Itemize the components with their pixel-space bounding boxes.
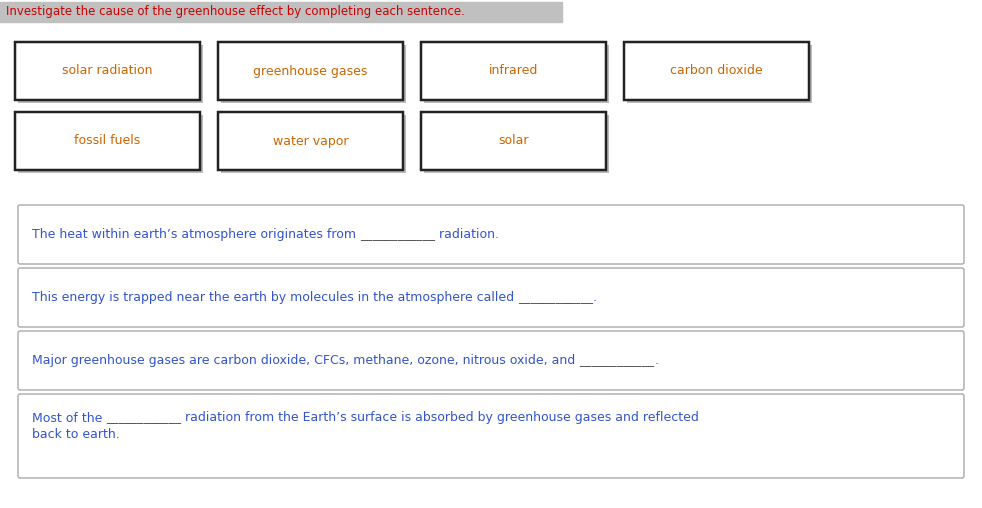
Text: Most of the: Most of the (32, 411, 106, 425)
Text: solar: solar (498, 135, 528, 147)
Text: radiation from the Earth’s surface is absorbed by greenhouse gases and reflected: radiation from the Earth’s surface is ab… (182, 411, 699, 425)
FancyBboxPatch shape (627, 45, 812, 103)
FancyBboxPatch shape (18, 45, 203, 103)
Text: solar radiation: solar radiation (62, 65, 153, 78)
Text: .: . (593, 291, 597, 304)
Text: infrared: infrared (489, 65, 538, 78)
FancyBboxPatch shape (18, 115, 203, 173)
Text: back to earth.: back to earth. (32, 428, 120, 440)
FancyBboxPatch shape (421, 42, 606, 100)
FancyBboxPatch shape (18, 205, 964, 264)
Text: ____________: ____________ (579, 354, 654, 367)
FancyBboxPatch shape (624, 42, 809, 100)
FancyBboxPatch shape (15, 112, 200, 170)
Text: greenhouse gases: greenhouse gases (253, 65, 367, 78)
FancyBboxPatch shape (221, 115, 406, 173)
Text: ____________: ____________ (106, 411, 182, 425)
Text: ____________: ____________ (518, 291, 593, 304)
FancyBboxPatch shape (18, 268, 964, 327)
FancyBboxPatch shape (15, 42, 200, 100)
FancyBboxPatch shape (424, 115, 609, 173)
Text: .: . (654, 354, 658, 367)
Text: carbon dioxide: carbon dioxide (670, 65, 763, 78)
FancyBboxPatch shape (421, 112, 606, 170)
Text: ____________: ____________ (360, 228, 435, 241)
FancyBboxPatch shape (424, 45, 609, 103)
Text: This energy is trapped near the earth by molecules in the atmosphere called: This energy is trapped near the earth by… (32, 291, 518, 304)
Text: The heat within earth’s atmosphere originates from: The heat within earth’s atmosphere origi… (32, 228, 360, 241)
Text: fossil fuels: fossil fuels (75, 135, 140, 147)
Text: Major greenhouse gases are carbon dioxide, CFCs, methane, ozone, nitrous oxide, : Major greenhouse gases are carbon dioxid… (32, 354, 579, 367)
FancyBboxPatch shape (18, 394, 964, 478)
Text: water vapor: water vapor (273, 135, 349, 147)
FancyBboxPatch shape (221, 45, 406, 103)
FancyBboxPatch shape (0, 2, 562, 22)
Text: radiation.: radiation. (435, 228, 499, 241)
FancyBboxPatch shape (18, 331, 964, 390)
Text: Investigate the cause of the greenhouse effect by completing each sentence.: Investigate the cause of the greenhouse … (6, 6, 464, 18)
FancyBboxPatch shape (218, 42, 403, 100)
FancyBboxPatch shape (218, 112, 403, 170)
